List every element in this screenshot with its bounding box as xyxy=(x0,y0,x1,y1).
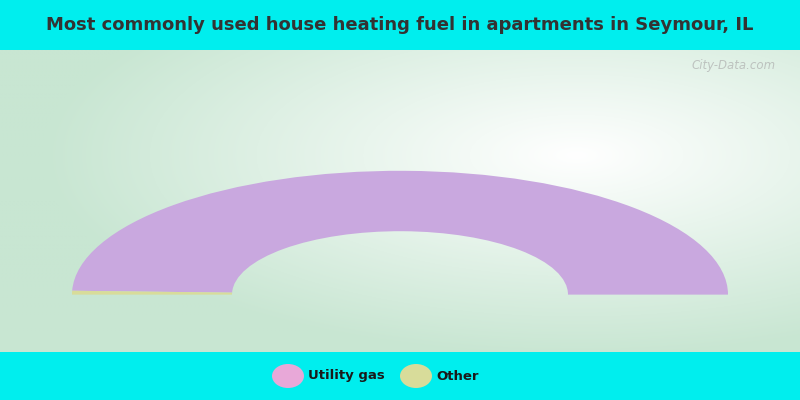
Ellipse shape xyxy=(272,364,304,388)
Wedge shape xyxy=(72,291,232,295)
Wedge shape xyxy=(72,171,728,295)
Ellipse shape xyxy=(400,364,432,388)
Text: City-Data.com: City-Data.com xyxy=(692,59,776,72)
Text: Utility gas: Utility gas xyxy=(308,370,385,382)
Text: Most commonly used house heating fuel in apartments in Seymour, IL: Most commonly used house heating fuel in… xyxy=(46,16,754,34)
Text: Other: Other xyxy=(436,370,478,382)
